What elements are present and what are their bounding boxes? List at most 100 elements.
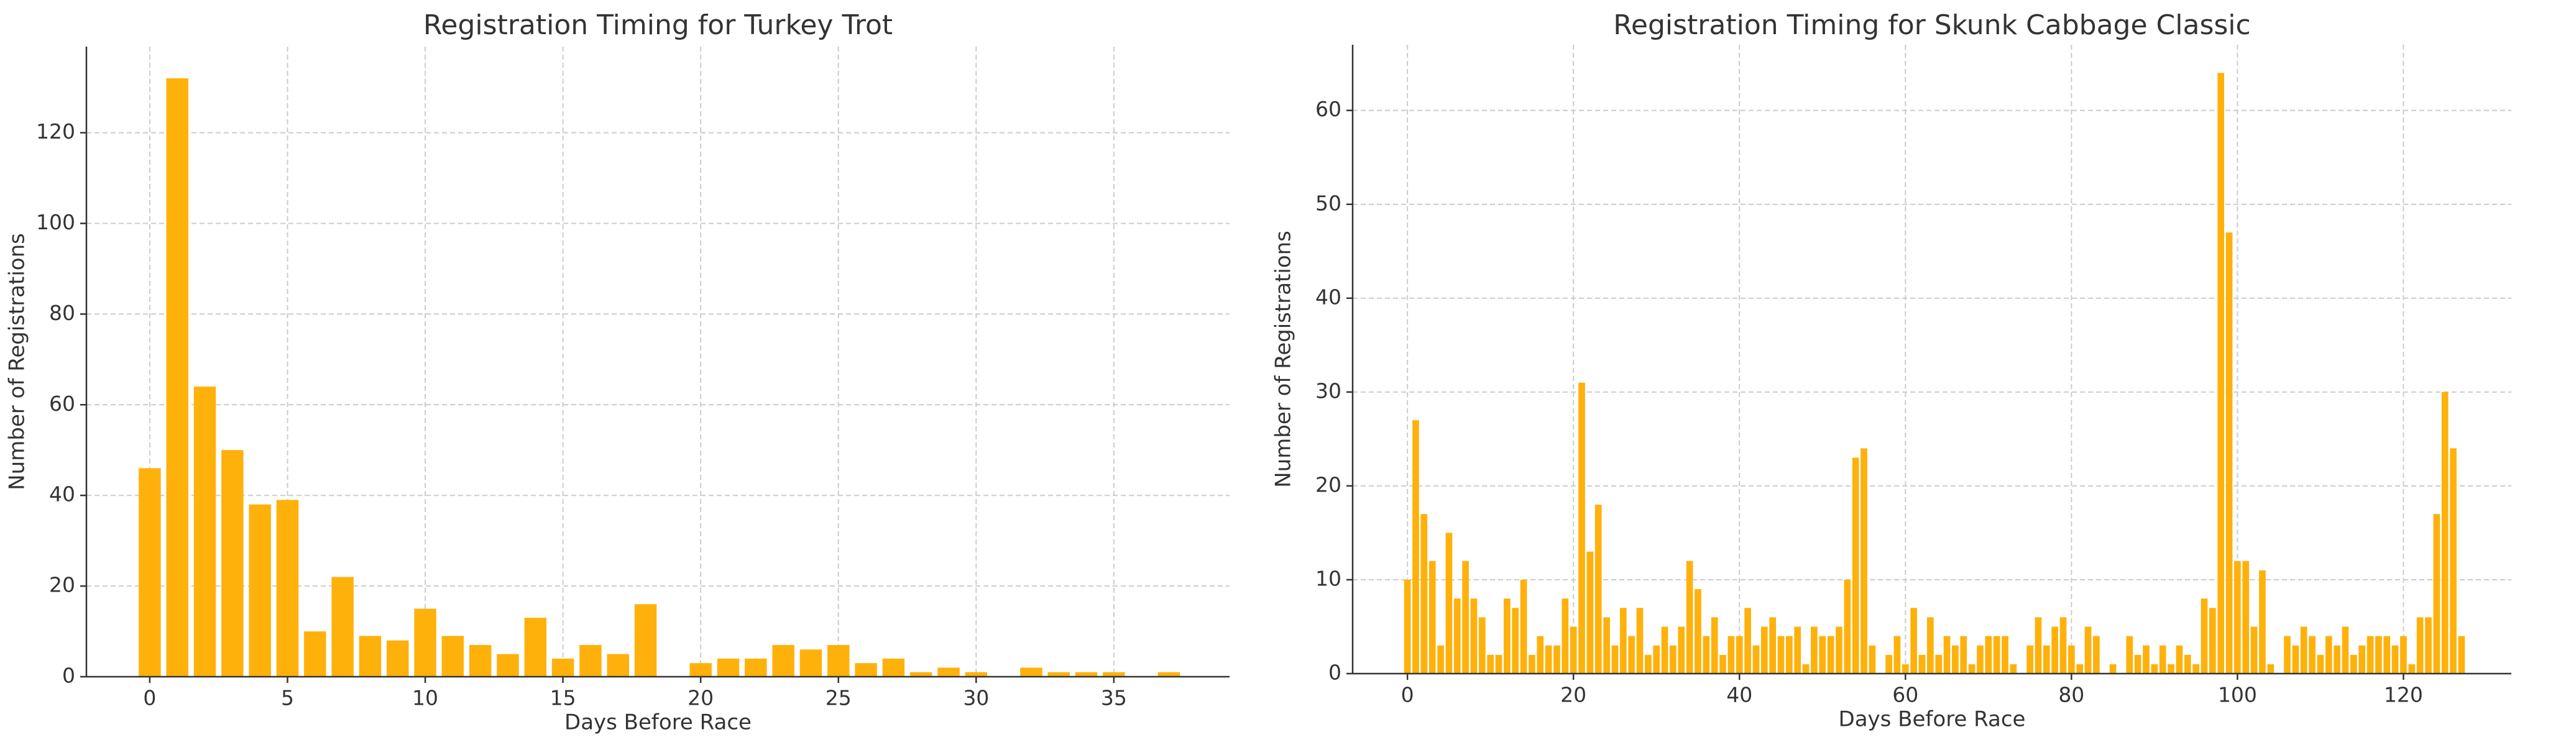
bar	[1653, 645, 1660, 674]
bar	[1103, 672, 1125, 677]
bar	[2416, 617, 2424, 674]
bar	[1487, 654, 1494, 674]
bar	[717, 658, 740, 677]
bar	[1695, 589, 1701, 674]
bar	[1020, 667, 1042, 677]
bar	[1628, 636, 1635, 674]
bar	[1703, 636, 1710, 674]
bar	[634, 604, 657, 677]
bar	[1495, 654, 1502, 674]
bar	[2051, 626, 2058, 674]
bar	[2408, 664, 2416, 674]
bar	[166, 78, 188, 677]
x-tick-label: 60	[1892, 683, 1918, 707]
bar	[304, 631, 326, 677]
bar	[2234, 561, 2241, 674]
bar	[2375, 636, 2382, 674]
bar	[193, 387, 216, 677]
bar	[497, 654, 519, 677]
bar	[1412, 420, 1419, 674]
bar	[1844, 579, 1851, 674]
y-tick-label: 10	[1315, 566, 1341, 590]
bar	[1562, 598, 1569, 674]
bar	[1678, 626, 1685, 674]
bar	[579, 644, 602, 677]
bar	[1727, 636, 1735, 674]
bar	[882, 658, 905, 677]
bar	[414, 608, 436, 677]
bar	[1686, 561, 1693, 674]
bar	[2425, 617, 2432, 674]
y-axis-label: Number of Registrations	[5, 233, 30, 490]
x-tick-label: 20	[688, 686, 714, 710]
bar	[909, 672, 932, 677]
bar	[1570, 626, 1577, 674]
bar	[1520, 579, 1527, 674]
bar	[965, 672, 988, 677]
y-tick-label: 40	[49, 482, 75, 506]
bar	[2168, 664, 2174, 674]
bar	[2010, 664, 2017, 674]
bar	[524, 618, 547, 677]
bar	[1926, 617, 1934, 674]
bar	[1993, 636, 2000, 674]
bar	[1852, 457, 1859, 674]
bar	[1893, 636, 1901, 674]
bar	[1977, 645, 1984, 674]
bar	[937, 667, 960, 677]
x-tick-label: 25	[826, 686, 852, 710]
bar	[1952, 645, 1959, 674]
y-tick-label: 120	[36, 119, 75, 144]
bar	[2176, 645, 2183, 674]
bar	[2342, 626, 2349, 674]
bar	[1736, 636, 1743, 674]
bar	[2159, 645, 2166, 674]
chart-title: Registration Timing for Skunk Cabbage Cl…	[1613, 9, 2250, 41]
bar	[2450, 448, 2457, 674]
bar	[1594, 505, 1602, 674]
bar	[2242, 561, 2250, 674]
bar	[1661, 626, 1668, 674]
x-tick-label: 0	[1401, 683, 1414, 707]
bar	[1619, 608, 1627, 674]
bar	[2184, 654, 2191, 674]
bar	[2093, 636, 2100, 674]
bar	[1785, 636, 1793, 674]
y-tick-label: 80	[49, 301, 75, 325]
bar	[2334, 645, 2340, 674]
bar	[1719, 654, 1726, 674]
bar	[1902, 664, 1909, 674]
bar	[1512, 608, 1519, 674]
bar	[2300, 626, 2307, 674]
y-tick-label: 0	[62, 664, 75, 688]
x-axis-label: Days Before Race	[564, 710, 752, 735]
bar	[359, 636, 382, 677]
chart: 0 10 20 30 40 50 60 0 20 40 60 80 100 120 Registration…	[1271, 9, 2511, 732]
bar	[1529, 654, 1535, 674]
x-tick-label: 120	[2384, 683, 2423, 707]
x-tick-label: 5	[281, 686, 294, 710]
bar	[1794, 626, 1801, 674]
bar	[1760, 626, 1768, 674]
bar	[1478, 617, 1486, 674]
bar	[1777, 636, 1785, 674]
bar	[2350, 654, 2357, 674]
bar	[469, 644, 492, 677]
bar	[2284, 636, 2291, 674]
bar	[2433, 514, 2440, 674]
bar	[799, 649, 822, 677]
bar	[1645, 654, 1652, 674]
y-tick-label: 100	[36, 210, 75, 234]
y-tick-label: 40	[1315, 285, 1341, 309]
bar	[2400, 636, 2407, 674]
bar	[827, 644, 850, 677]
bar	[551, 658, 574, 677]
bar	[331, 577, 354, 677]
bar	[1869, 645, 1876, 674]
bar	[1918, 654, 1926, 674]
bar	[276, 500, 299, 677]
bar	[1047, 672, 1070, 677]
bar	[2367, 636, 2374, 674]
bar	[2026, 645, 2033, 674]
bar	[607, 654, 629, 677]
